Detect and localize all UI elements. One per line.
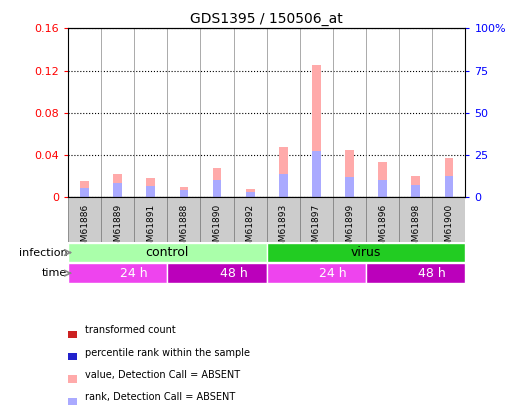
- Bar: [101, 197, 134, 242]
- Bar: [113, 174, 122, 197]
- Bar: [366, 197, 399, 242]
- Bar: [378, 162, 387, 197]
- Text: 24 h: 24 h: [120, 266, 148, 280]
- Text: virus: virus: [351, 246, 381, 259]
- Bar: [80, 188, 89, 197]
- Bar: [279, 147, 288, 197]
- Text: GSM61892: GSM61892: [246, 204, 255, 253]
- Text: GSM61891: GSM61891: [146, 204, 155, 253]
- Text: value, Detection Call = ABSENT: value, Detection Call = ABSENT: [85, 370, 241, 380]
- Text: GSM61898: GSM61898: [411, 204, 420, 253]
- Bar: [267, 243, 465, 262]
- Bar: [179, 190, 188, 197]
- Bar: [179, 187, 188, 197]
- Bar: [412, 185, 420, 197]
- Bar: [113, 183, 122, 197]
- Text: GSM61888: GSM61888: [179, 204, 188, 253]
- Text: GSM61899: GSM61899: [345, 204, 354, 253]
- Bar: [279, 174, 288, 197]
- Text: GSM61890: GSM61890: [212, 204, 222, 253]
- Bar: [146, 185, 155, 197]
- Bar: [333, 197, 366, 242]
- Text: time: time: [42, 268, 67, 278]
- Text: GSM61893: GSM61893: [279, 204, 288, 253]
- Bar: [445, 176, 453, 197]
- Bar: [412, 176, 420, 197]
- Bar: [246, 189, 255, 197]
- Bar: [167, 263, 267, 283]
- Bar: [146, 178, 155, 197]
- Text: GSM61886: GSM61886: [80, 204, 89, 253]
- Text: 48 h: 48 h: [220, 266, 247, 280]
- Text: 48 h: 48 h: [418, 266, 446, 280]
- Bar: [68, 263, 167, 283]
- Bar: [167, 197, 200, 242]
- Bar: [312, 65, 321, 197]
- Bar: [433, 197, 465, 242]
- Text: percentile rank within the sample: percentile rank within the sample: [85, 347, 250, 358]
- Bar: [267, 263, 366, 283]
- Bar: [300, 197, 333, 242]
- Bar: [213, 168, 221, 197]
- Text: infection: infection: [19, 247, 67, 258]
- Bar: [234, 197, 267, 242]
- Text: GSM61897: GSM61897: [312, 204, 321, 253]
- Bar: [445, 158, 453, 197]
- Title: GDS1395 / 150506_at: GDS1395 / 150506_at: [190, 12, 343, 26]
- Bar: [312, 151, 321, 197]
- Bar: [345, 150, 354, 197]
- Bar: [134, 197, 167, 242]
- Text: transformed count: transformed count: [85, 325, 176, 335]
- Bar: [68, 243, 267, 262]
- Bar: [267, 197, 300, 242]
- Bar: [213, 180, 221, 197]
- Text: control: control: [146, 246, 189, 259]
- Text: rank, Detection Call = ABSENT: rank, Detection Call = ABSENT: [85, 392, 235, 402]
- Bar: [366, 263, 465, 283]
- Text: GSM61896: GSM61896: [378, 204, 387, 253]
- Bar: [378, 180, 387, 197]
- Text: GSM61900: GSM61900: [445, 204, 453, 253]
- Text: 24 h: 24 h: [319, 266, 347, 280]
- Bar: [399, 197, 433, 242]
- Bar: [246, 192, 255, 197]
- Bar: [345, 177, 354, 197]
- Text: GSM61889: GSM61889: [113, 204, 122, 253]
- Bar: [80, 181, 89, 197]
- Bar: [68, 197, 101, 242]
- Bar: [200, 197, 234, 242]
